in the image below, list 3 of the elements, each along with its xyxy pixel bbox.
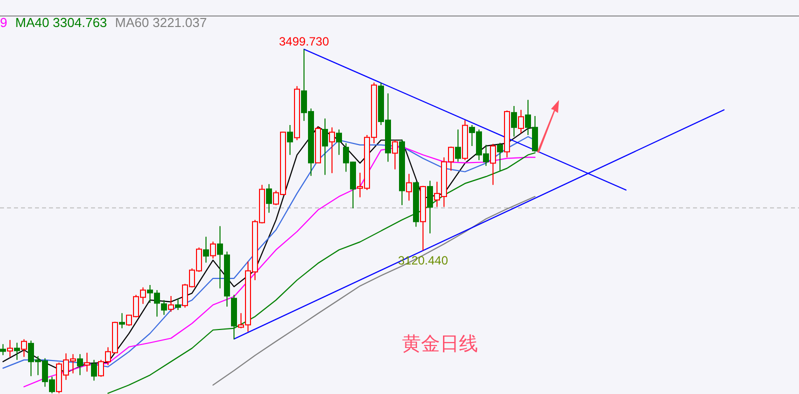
annotation: 黄金日线 xyxy=(402,334,478,355)
annotation: 3499.730 xyxy=(278,34,330,48)
annotation: 3120.440 xyxy=(398,254,448,268)
